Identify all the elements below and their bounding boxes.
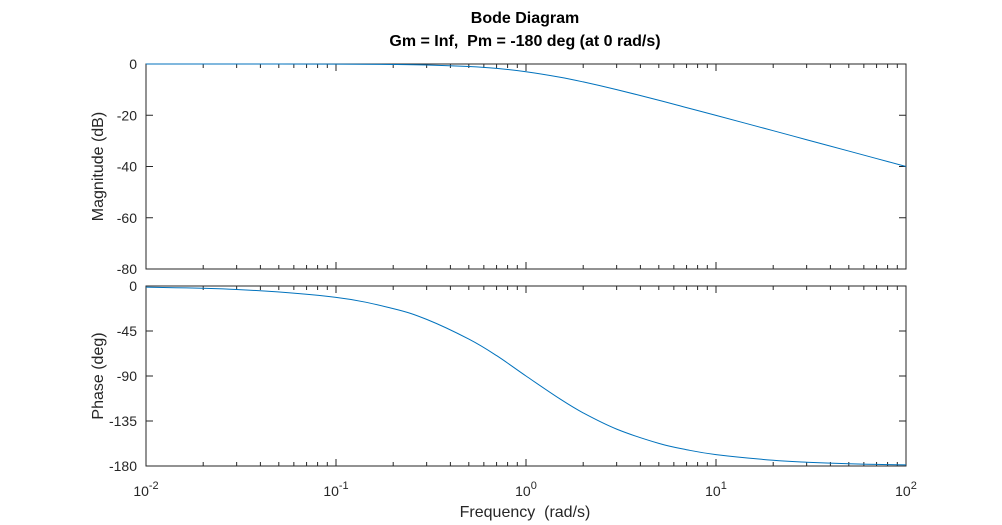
phase-y-tick-label: -135 [109, 413, 137, 429]
phase-y-axis-label: Phase (deg) [90, 332, 107, 419]
frequency-axis: 10-2 10-1 100 101 102 [133, 480, 917, 499]
x-tick-label: 102 [895, 480, 917, 499]
magnitude-y-tick-label: -20 [117, 107, 137, 123]
magnitude-panel: 0 -20 -40 -60 -80 Magnitude (dB) [90, 56, 907, 277]
phase-panel: 0 -45 -90 -135 -180 Phase (deg) [90, 278, 907, 474]
phase-y-tick-label: -45 [117, 323, 137, 339]
phase-y-tick-label: -90 [117, 368, 137, 384]
chart-title: Bode Diagram [471, 10, 579, 27]
chart-subtitle: Gm = Inf, Pm = -180 deg (at 0 rad/s) [389, 33, 660, 50]
phase-series-line [145, 286, 907, 466]
x-tick-label: 10-1 [323, 480, 348, 499]
x-tick-label: 10-2 [133, 480, 158, 499]
phase-y-tick-label: 0 [129, 278, 137, 294]
magnitude-y-tick-label: 0 [129, 56, 137, 72]
phase-y-tick-label: -180 [109, 458, 137, 474]
magnitude-series-line [145, 63, 907, 167]
magnitude-y-tick-label: -60 [117, 210, 137, 226]
magnitude-y-tick-label: -80 [117, 261, 137, 277]
x-tick-label: 101 [705, 480, 727, 499]
magnitude-y-tick-label: -40 [117, 159, 137, 175]
magnitude-y-axis-label: Magnitude (dB) [90, 112, 107, 221]
magnitude-plot-frame [145, 63, 907, 270]
x-tick-label: 100 [515, 480, 537, 499]
x-axis-label: Frequency (rad/s) [460, 504, 591, 521]
